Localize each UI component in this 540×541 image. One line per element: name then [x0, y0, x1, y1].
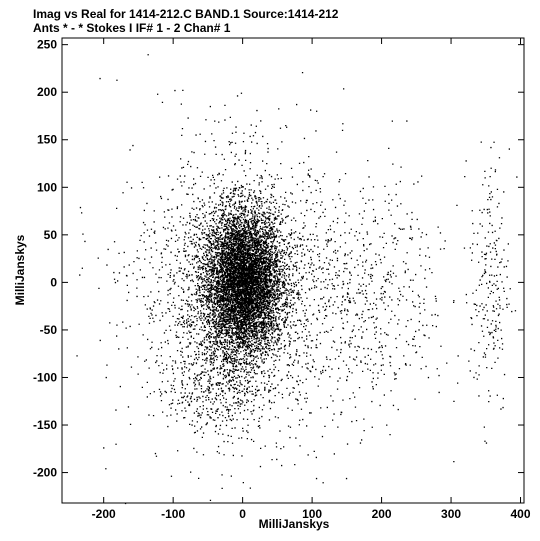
y-tick-label: -50	[40, 323, 58, 337]
y-tick-label: 200	[37, 85, 57, 99]
x-tick-label: 100	[302, 507, 322, 521]
y-tick-label: -100	[33, 370, 57, 384]
y-tick-label: -200	[33, 466, 57, 480]
x-tick-label: 400	[511, 507, 531, 521]
y-axis: -200 -150 -100 -50 0 50 100 150 200 250	[33, 38, 524, 480]
y-tick-label: 250	[37, 38, 57, 52]
y-tick-label: -150	[33, 418, 57, 432]
chart-title-line2: Ants * - * Stokes I IF# 1 - 2 Chan# 1	[33, 21, 231, 35]
y-tick-label: 0	[50, 275, 57, 289]
y-tick-label: 50	[44, 228, 58, 242]
x-tick-label: -200	[92, 507, 116, 521]
x-axis: -200 -100 0 100 200 300 400	[92, 38, 531, 521]
y-axis-label: MilliJanskys	[13, 234, 27, 305]
scatter-points	[76, 54, 518, 505]
x-tick-label: -100	[161, 507, 185, 521]
data-points	[76, 54, 518, 505]
plot-frame	[61, 37, 525, 504]
x-tick-label: 300	[441, 507, 461, 521]
y-tick-label: 100	[37, 180, 57, 194]
x-axis-label: MilliJanskys	[259, 517, 330, 531]
y-tick-label: 150	[37, 133, 57, 147]
chart-title-line1: Imag vs Real for 1414-212.C BAND.1 Sourc…	[33, 7, 339, 21]
x-tick-label: 200	[372, 507, 392, 521]
x-tick-label: 0	[239, 507, 246, 521]
